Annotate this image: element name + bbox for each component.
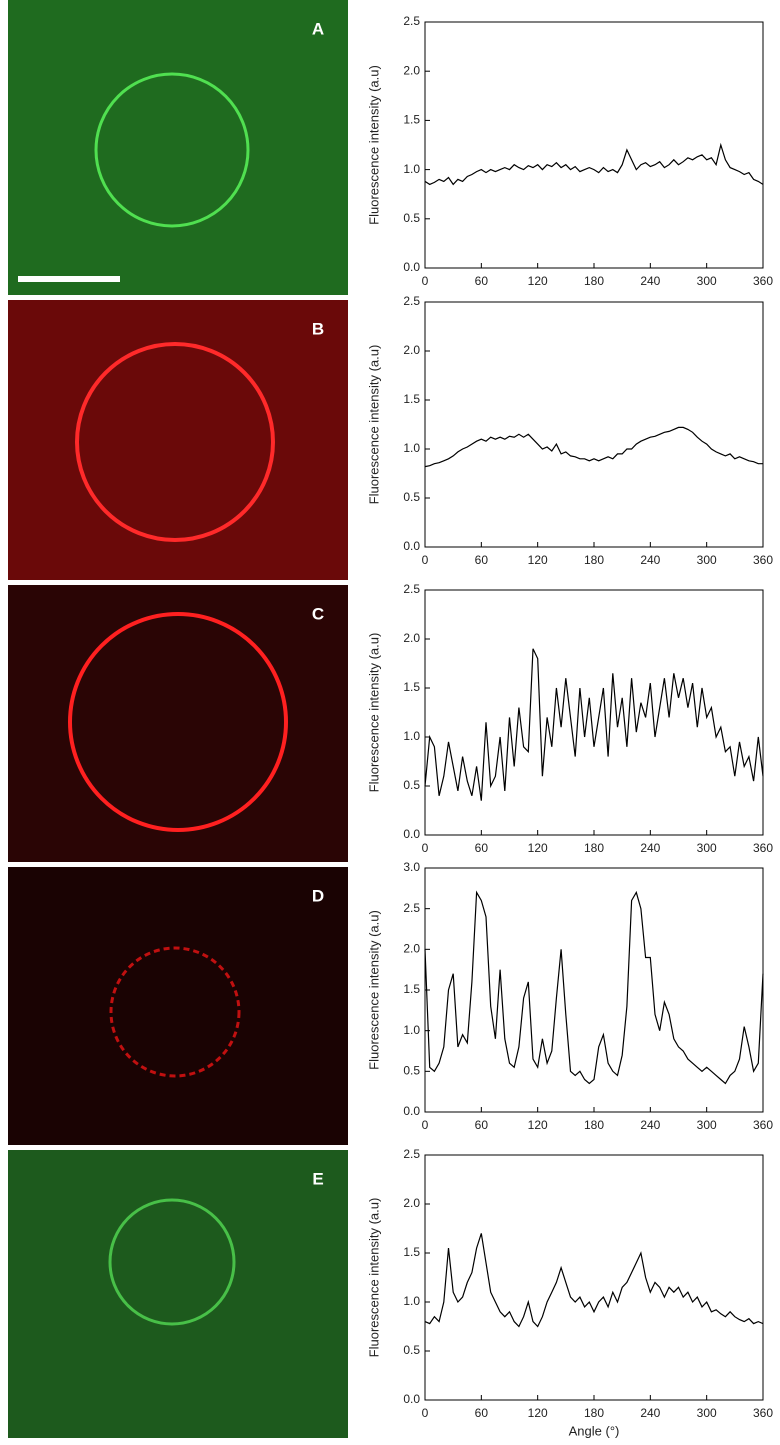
y-tick-label: 0.0 — [403, 539, 420, 553]
y-tick-label: 0.5 — [403, 211, 420, 225]
plot-frame — [424, 301, 764, 548]
intensity-line — [424, 142, 764, 186]
intensity-line — [424, 1233, 764, 1328]
x-tick-label: 0 — [422, 1406, 429, 1420]
y-tick-label: 2.0 — [403, 631, 420, 645]
panel-label: B — [312, 319, 324, 338]
y-tick-label: 1.5 — [403, 113, 420, 127]
x-tick-label: 120 — [528, 841, 548, 855]
y-tick-label: 1.5 — [403, 680, 420, 694]
x-tick-label: 120 — [528, 1406, 548, 1420]
x-axis-title: Angle (°) — [569, 1423, 620, 1438]
vesicle-b — [75, 342, 275, 542]
vesicle-d — [109, 946, 241, 1078]
y-axis-title: Fluorescence intensity (a.u) — [366, 345, 381, 505]
y-axis-title: Fluorescence intensity (a.u) — [366, 633, 381, 793]
y-tick-label: 1.5 — [403, 982, 420, 996]
intensity-line — [424, 890, 764, 1085]
x-tick-label: 300 — [697, 1406, 717, 1420]
x-tick-label: 0 — [422, 274, 429, 288]
y-tick-label: 0.0 — [403, 1392, 420, 1406]
x-tick-label: 300 — [697, 1118, 717, 1132]
x-tick-label: 360 — [753, 274, 773, 288]
x-tick-label: 60 — [475, 274, 489, 288]
y-tick-label: 2.0 — [403, 343, 420, 357]
x-tick-label: 300 — [697, 841, 717, 855]
y-tick-label: 3.0 — [403, 860, 420, 874]
x-tick-label: 60 — [475, 1118, 489, 1132]
vesicle-e — [108, 1198, 236, 1326]
x-tick-label: 180 — [584, 1118, 604, 1132]
y-tick-label: 2.0 — [403, 1196, 420, 1210]
x-tick-label: 360 — [753, 1118, 773, 1132]
x-tick-label: 360 — [753, 553, 773, 567]
panel-label: C — [312, 604, 324, 623]
x-tick-label: 300 — [697, 274, 717, 288]
y-tick-label: 1.5 — [403, 392, 420, 406]
intensity-line — [424, 648, 764, 801]
x-tick-label: 180 — [584, 274, 604, 288]
scale-bar — [18, 276, 120, 282]
y-tick-label: 0.0 — [403, 1104, 420, 1118]
y-tick-label: 0.5 — [403, 1064, 420, 1078]
panel-label: A — [312, 19, 324, 38]
y-tick-label: 1.0 — [403, 441, 420, 455]
panel-label: D — [312, 886, 324, 905]
y-tick-label: 2.5 — [403, 294, 420, 308]
intensity-line — [424, 426, 763, 468]
x-tick-label: 240 — [640, 841, 660, 855]
x-tick-label: 360 — [753, 1406, 773, 1420]
vesicle-c — [68, 612, 288, 832]
y-tick-label: 1.0 — [403, 1294, 420, 1308]
x-tick-label: 180 — [584, 841, 604, 855]
panel-label: E — [312, 1169, 323, 1188]
x-tick-label: 180 — [584, 553, 604, 567]
y-tick-label: 0.0 — [403, 827, 420, 841]
x-tick-label: 240 — [640, 274, 660, 288]
y-tick-label: 2.5 — [403, 901, 420, 915]
y-tick-label: 0.5 — [403, 490, 420, 504]
x-tick-label: 0 — [422, 841, 429, 855]
micrograph-a — [8, 0, 348, 295]
x-tick-label: 240 — [640, 1118, 660, 1132]
x-tick-label: 240 — [640, 553, 660, 567]
y-tick-label: 2.0 — [403, 63, 420, 77]
y-tick-label: 2.5 — [403, 14, 420, 28]
x-tick-label: 60 — [475, 1406, 489, 1420]
x-tick-label: 60 — [475, 553, 489, 567]
micrograph-b — [8, 300, 348, 580]
y-axis-title: Fluorescence intensity (a.u) — [366, 910, 381, 1070]
y-tick-label: 2.5 — [403, 582, 420, 596]
x-tick-label: 0 — [422, 1118, 429, 1132]
x-tick-label: 0 — [422, 553, 429, 567]
y-tick-label: 2.0 — [403, 942, 420, 956]
x-tick-label: 120 — [528, 274, 548, 288]
micrographs — [8, 0, 348, 1438]
y-tick-label: 1.0 — [403, 1023, 420, 1037]
x-tick-label: 120 — [528, 553, 548, 567]
x-tick-label: 120 — [528, 1118, 548, 1132]
plot-frame — [424, 21, 764, 269]
x-tick-label: 240 — [640, 1406, 660, 1420]
y-tick-label: 0.5 — [403, 1343, 420, 1357]
y-axis-title: Fluorescence intensity (a.u) — [366, 65, 381, 225]
vesicle-a — [94, 72, 250, 228]
y-tick-label: 2.5 — [403, 1147, 420, 1161]
x-tick-label: 180 — [584, 1406, 604, 1420]
y-axis-title: Fluorescence intensity (a.u) — [366, 1198, 381, 1358]
y-tick-label: 0.0 — [403, 260, 420, 274]
x-tick-label: 60 — [475, 841, 489, 855]
micrograph-c — [8, 585, 348, 862]
micrograph-e — [8, 1150, 348, 1438]
x-tick-label: 300 — [697, 553, 717, 567]
micrograph-d — [8, 867, 348, 1145]
y-tick-label: 1.0 — [403, 729, 420, 743]
x-tick-label: 360 — [753, 841, 773, 855]
y-tick-label: 0.5 — [403, 778, 420, 792]
y-tick-label: 1.0 — [403, 162, 420, 176]
y-tick-label: 1.5 — [403, 1245, 420, 1259]
plot-frame — [424, 1154, 764, 1401]
